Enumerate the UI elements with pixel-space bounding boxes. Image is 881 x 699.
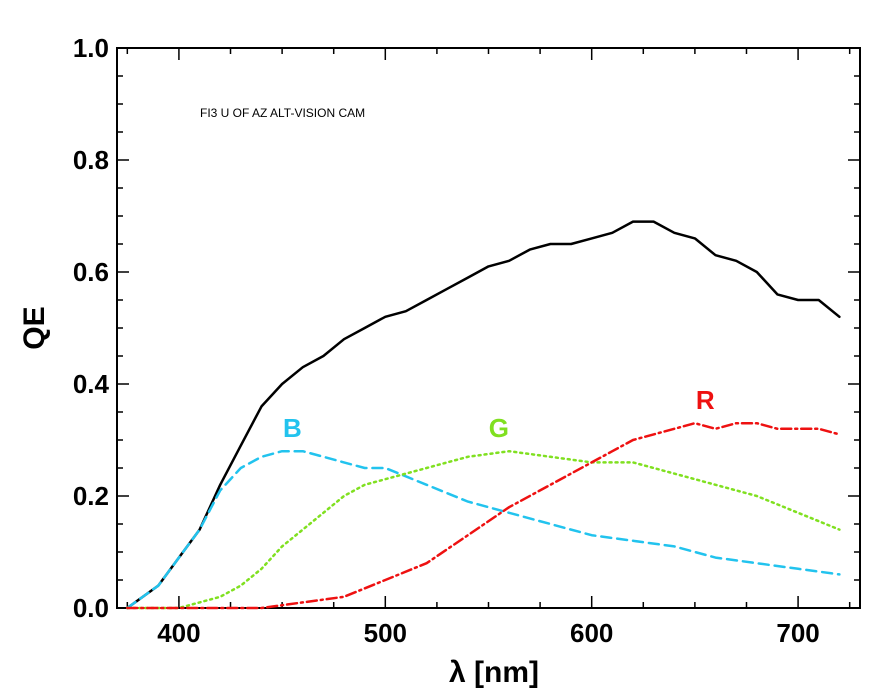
- y-tick-label: 0.6: [73, 257, 109, 287]
- series-line-g: [126, 449, 841, 610]
- y-tick-label: 0.8: [73, 145, 109, 175]
- series-label-r: R: [696, 385, 715, 415]
- y-tick-label: 0.2: [73, 481, 109, 511]
- y-tick-label: 0.0: [73, 593, 109, 623]
- annotation-text: FI3 U OF AZ ALT-VISION CAM: [200, 106, 365, 120]
- axis-tick-labels: 400 500 600 700 0.0 0.2 0.4 0.6 0.8 1.0: [73, 33, 820, 648]
- y-axis-title: QE: [18, 306, 51, 349]
- y-tick-label: 1.0: [73, 33, 109, 63]
- plot-frame: [116, 47, 861, 609]
- x-axis-title: λ [nm]: [449, 656, 539, 689]
- series-line-total: [126, 220, 841, 610]
- x-tick-label: 400: [157, 618, 200, 648]
- series-label-g: G: [489, 413, 509, 443]
- series-lines: [126, 220, 841, 610]
- axis-ticks: [117, 47, 860, 609]
- x-tick-label: 500: [364, 618, 407, 648]
- series-labels: B GR: [283, 385, 715, 443]
- series-line-b: [126, 449, 841, 610]
- x-tick-label: 700: [776, 618, 819, 648]
- series-line-r: [126, 421, 841, 610]
- series-label-b: B: [283, 413, 302, 443]
- x-tick-label: 600: [570, 618, 613, 648]
- y-tick-label: 0.4: [73, 369, 110, 399]
